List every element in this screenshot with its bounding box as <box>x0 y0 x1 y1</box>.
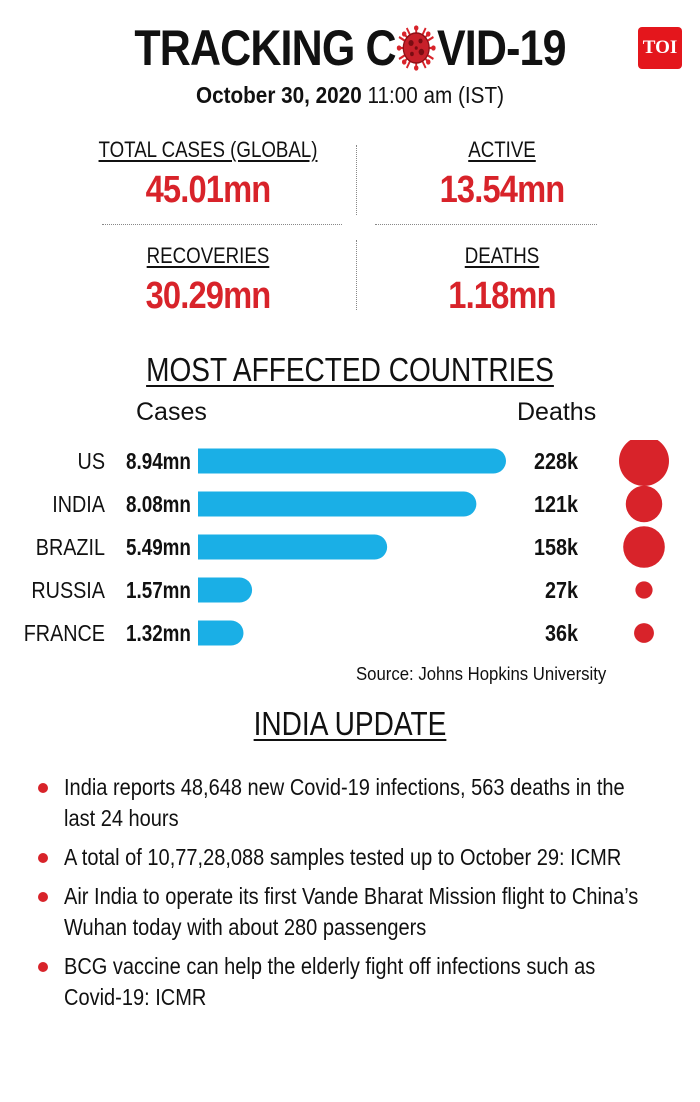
list-item: India reports 48,648 new Covid-19 infect… <box>38 772 668 834</box>
bullet-icon <box>38 853 48 863</box>
bullet-icon <box>38 962 48 972</box>
recoveries-label: RECOVERIES <box>146 243 270 268</box>
india-update-title: INDIA UPDATE <box>53 704 648 744</box>
chart-title: MOST AFFECTED COUNTRIES <box>53 350 648 390</box>
grid-divider-horizontal-left <box>102 224 342 225</box>
title-text-right: VID-19 <box>436 20 567 76</box>
cases-value-label: 1.32mn <box>126 621 191 646</box>
cases-value-label: 8.94mn <box>126 449 191 474</box>
india-update-list: India reports 48,648 new Covid-19 infect… <box>38 772 668 1021</box>
cases-bar-square-end <box>198 448 212 474</box>
grid-divider-horizontal-right <box>375 224 597 225</box>
deaths-value-label: 158k <box>534 535 578 561</box>
deaths-value-label: 228k <box>534 449 578 475</box>
deaths-bubble <box>625 485 663 523</box>
time-text: 11:00 am (IST) <box>367 82 504 108</box>
country-label: INDIA <box>52 492 105 518</box>
deaths-value-label: 36k <box>545 621 578 647</box>
cases-column-header: Cases <box>136 398 207 426</box>
list-item-text: A total of 10,77,28,088 samples tested u… <box>64 844 622 870</box>
country-label: FRANCE <box>24 621 105 647</box>
country-label: US <box>78 449 105 475</box>
deaths-bubble <box>619 440 669 486</box>
total-cases-label: TOTAL CASES (GLOBAL) <box>98 137 318 162</box>
list-item: BCG vaccine can help the elderly fight o… <box>38 951 668 1013</box>
cases-bar <box>198 534 388 560</box>
cases-value-label: 8.08mn <box>126 492 191 517</box>
bullet-icon <box>38 892 48 902</box>
india-update-title-text: INDIA UPDATE <box>253 705 447 742</box>
list-item-text: India reports 48,648 new Covid-19 infect… <box>64 774 625 831</box>
grid-divider-vertical-bottom <box>356 240 357 310</box>
deaths-column-header: Deaths <box>517 398 597 426</box>
cases-bar-square-end <box>198 491 212 517</box>
deaths-bubble <box>634 623 654 643</box>
grid-divider-vertical-top <box>356 145 357 215</box>
list-item-text: BCG vaccine can help the elderly fight o… <box>64 953 596 1010</box>
cases-bar <box>198 491 477 517</box>
list-item-text: Air India to operate its first Vande Bha… <box>64 883 639 940</box>
coronavirus-icon <box>396 25 436 71</box>
most-affected-chart: US 8.94mn 228k INDIA 8.08mn 121k BRAZIL 5.49mn 1… <box>24 440 669 647</box>
country-label: BRAZIL <box>36 535 105 561</box>
cases-bar-square-end <box>198 534 212 560</box>
deaths-value-label: 27k <box>545 578 578 604</box>
active-value: 13.54mn <box>439 169 566 211</box>
date-text: October 30, 2020 <box>196 82 362 108</box>
deaths-value: 1.18mn <box>448 275 556 317</box>
toi-logo: TOI <box>638 27 682 69</box>
chart-title-text: MOST AFFECTED COUNTRIES <box>146 351 554 388</box>
cases-bar-square-end <box>198 577 212 603</box>
page-title: TRACKING C VID-19 <box>49 18 651 78</box>
recoveries-value: 30.29mn <box>145 275 272 317</box>
total-cases-value: 45.01mn <box>145 169 272 211</box>
cases-bar-square-end <box>198 620 212 646</box>
cases-value-label: 1.57mn <box>126 578 191 603</box>
bullet-icon <box>38 783 48 793</box>
deaths-bubble <box>635 581 653 599</box>
active-label: ACTIVE <box>468 137 536 162</box>
source-note: Source: Johns Hopkins University <box>356 664 607 684</box>
deaths-value-label: 121k <box>534 492 578 518</box>
cases-value-label: 5.49mn <box>126 535 191 560</box>
title-text-left: TRACKING C <box>134 20 396 76</box>
list-item: A total of 10,77,28,088 samples tested u… <box>38 842 668 873</box>
country-label: RUSSIA <box>31 578 105 604</box>
list-item: Air India to operate its first Vande Bha… <box>38 881 668 943</box>
deaths-bubble <box>623 526 665 568</box>
deaths-label: DEATHS <box>464 243 540 268</box>
cases-bar <box>198 448 506 474</box>
dateline: October 30, 2020 11:00 am (IST) <box>35 80 665 110</box>
